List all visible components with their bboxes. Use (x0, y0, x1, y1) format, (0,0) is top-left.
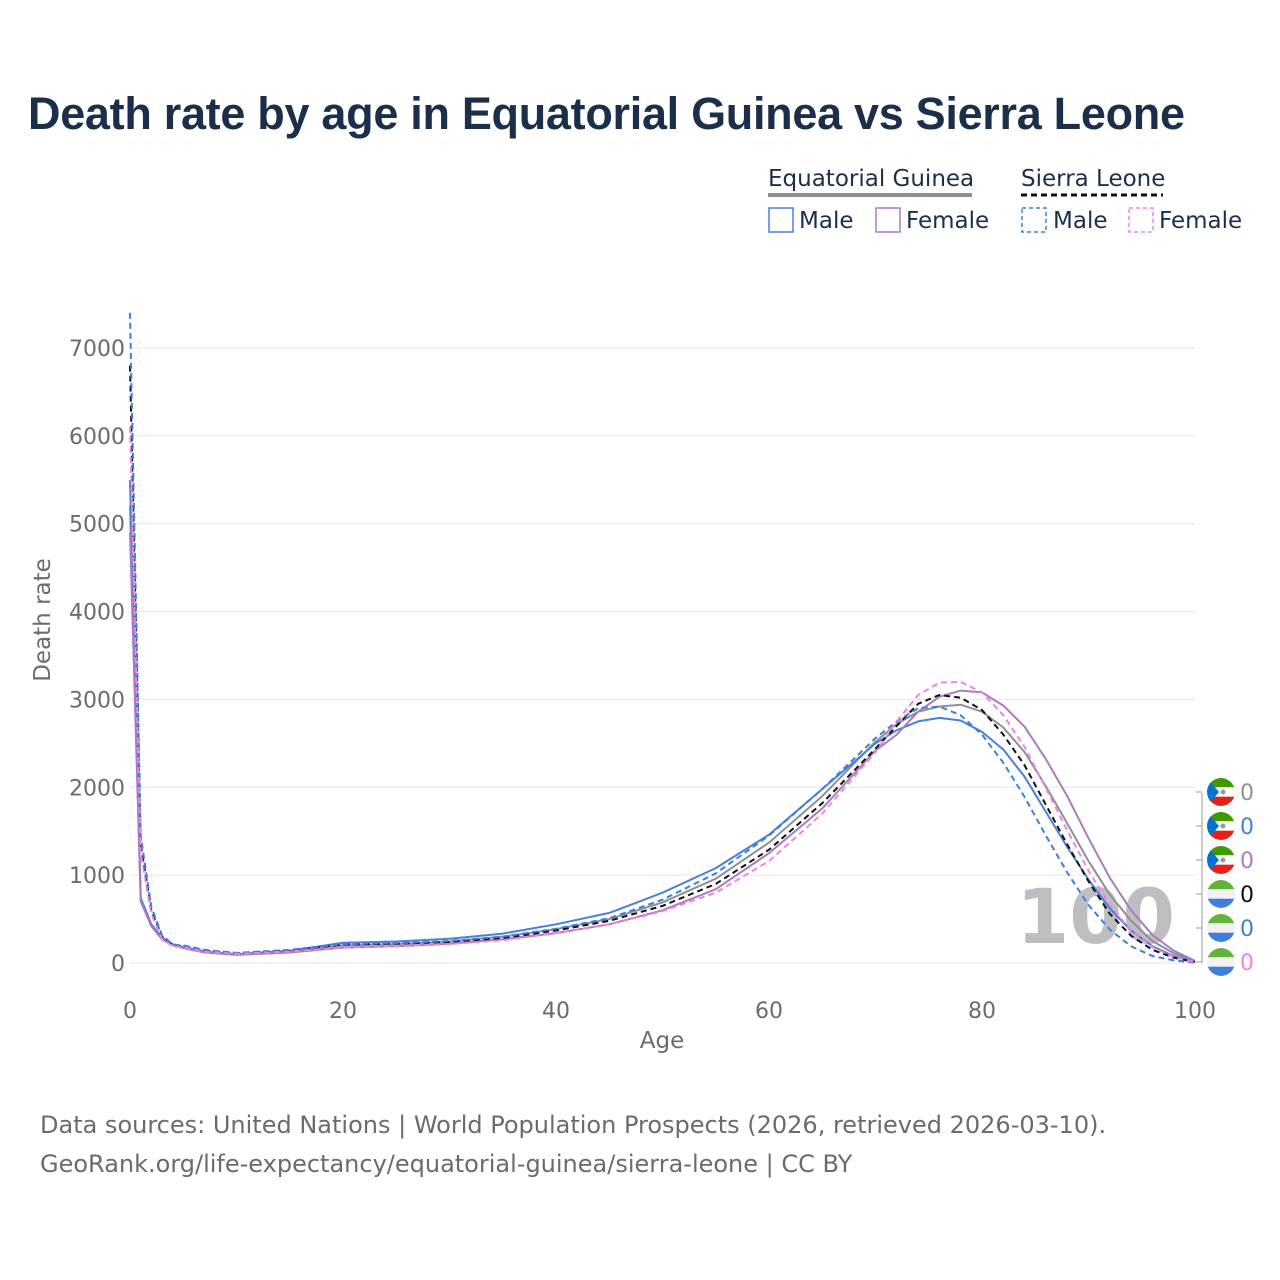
legend-country-equatorial-guinea[interactable]: Equatorial Guinea (768, 166, 974, 192)
legend-country-sierra-leone[interactable]: Sierra Leone (1021, 166, 1165, 192)
series-line-sierra-leone-male[interactable] (129, 312, 1196, 964)
end-label-value: 0 (1240, 781, 1254, 806)
legend-eq-female-label[interactable]: Female (906, 208, 989, 234)
end-label-value: 0 (1240, 849, 1254, 874)
chart-title: Death rate by age in Equatorial Guinea v… (28, 88, 1185, 139)
x-tick-label: 80 (968, 999, 996, 1024)
end-label-value: 0 (1240, 951, 1254, 976)
legend-eq-female-swatch[interactable] (875, 207, 901, 233)
legend-sl-male-label[interactable]: Male (1053, 208, 1107, 234)
x-tick-label: 40 (542, 999, 570, 1024)
y-tick-label: 2000 (69, 776, 125, 801)
series-lines (129, 312, 1196, 964)
footer-sources: Data sources: United Nations | World Pop… (40, 1111, 1107, 1139)
x-axis-label: Age (640, 1028, 684, 1054)
sierra-leone-flag-icon (1207, 914, 1235, 942)
legend-eq-male-swatch[interactable] (768, 207, 794, 233)
sierra-leone-flag-icon (1207, 948, 1235, 976)
y-tick-label: 7000 (69, 337, 125, 362)
x-tick-label: 20 (329, 999, 357, 1024)
equatorial-guinea-flag-icon (1207, 812, 1235, 840)
x-tick-label: 60 (755, 999, 783, 1024)
x-tick-label: 100 (1174, 999, 1216, 1024)
footer: Data sources: United Nations | World Pop… (40, 1106, 1106, 1184)
x-tick-labels: 0 20 40 60 80 100 (123, 999, 1216, 1024)
sierra-leone-flag-icon (1207, 880, 1235, 908)
legend-eq-male-label[interactable]: Male (799, 208, 853, 234)
age-watermark: 100 (1016, 872, 1175, 961)
end-label-value: 0 (1240, 815, 1254, 840)
legend-sl-male-swatch[interactable] (1021, 207, 1047, 233)
y-tick-label: 4000 (69, 601, 125, 626)
legend-sl-female-swatch[interactable] (1128, 207, 1154, 233)
end-label-value: 0 (1240, 883, 1254, 908)
equatorial-guinea-flag-icon (1207, 846, 1235, 874)
y-axis-label: Death rate (30, 558, 56, 682)
gridlines (130, 347, 1195, 964)
end-label-value: 0 (1240, 917, 1254, 942)
y-tick-label: 5000 (69, 513, 125, 538)
y-tick-label: 3000 (69, 688, 125, 713)
x-tick-label: 0 (123, 999, 137, 1024)
series-line-sierra-leone-female[interactable] (129, 427, 1196, 964)
legend: Equatorial Guinea Male Female Sierra Leo… (768, 166, 1242, 234)
end-labels: 0 0 0 0 0 0 (1196, 778, 1254, 976)
legend-sl-female-label[interactable]: Female (1159, 208, 1242, 234)
y-tick-label: 1000 (69, 864, 125, 889)
y-tick-label: 0 (111, 952, 125, 977)
footer-link[interactable]: GeoRank.org/life-expectancy/equatorial-g… (40, 1150, 853, 1178)
equatorial-guinea-flag-icon (1207, 778, 1235, 806)
y-tick-labels: 0 1000 2000 3000 4000 5000 6000 7000 (69, 337, 125, 977)
y-tick-label: 6000 (69, 425, 125, 450)
